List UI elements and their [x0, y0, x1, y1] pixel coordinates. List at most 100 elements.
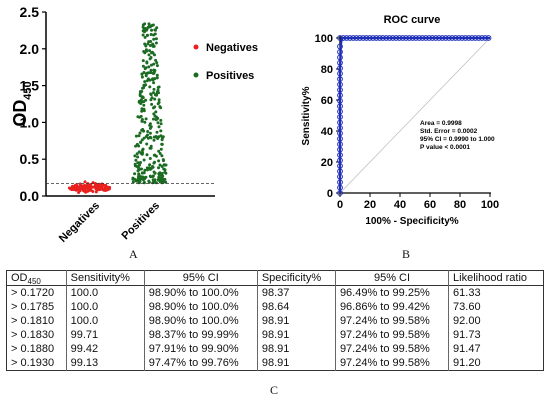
positives-point	[161, 135, 165, 139]
positives-point	[156, 137, 160, 140]
x-category-label: Negatives	[57, 200, 102, 245]
roc-point	[376, 35, 383, 41]
legend-marker	[193, 44, 199, 50]
table-cell: 100.0	[65, 300, 145, 314]
positives-point	[140, 167, 143, 171]
roc-point	[446, 35, 452, 41]
od-column-header: OD450	[11, 272, 41, 287]
table-cell: 97.24% to 99.58%	[334, 328, 449, 342]
roc-point	[366, 35, 373, 41]
negatives-point	[96, 186, 100, 190]
positives-point	[138, 94, 142, 98]
roc-point	[337, 92, 343, 99]
positives-point	[154, 58, 158, 62]
positives-point	[148, 57, 152, 61]
table-cell: 98.90% to 100.0%	[143, 285, 258, 300]
table-cell: 98.91	[256, 314, 336, 328]
sensitivity-column-header: Sensitivity%	[65, 270, 145, 286]
likelihood-ratio-column-header: Likelihood ratio	[448, 270, 544, 286]
roc-point	[403, 35, 409, 41]
table-cell: > 0.1930	[11, 357, 55, 369]
roc-point	[337, 157, 343, 164]
positives-point	[152, 68, 156, 72]
roc-point	[459, 35, 466, 41]
positives-point	[154, 135, 158, 138]
roc-point	[337, 168, 343, 175]
positives-point	[152, 37, 156, 41]
roc-point	[337, 54, 343, 61]
reference-diagonal	[339, 37, 491, 194]
positives-point	[152, 81, 156, 85]
roc-point	[413, 35, 419, 41]
roc-point	[337, 146, 343, 153]
positives-point	[148, 167, 152, 171]
x-category-label: Positives	[119, 200, 162, 243]
positives-point	[148, 157, 152, 160]
roc-point	[452, 35, 459, 41]
table-row: > 0.1810 100.0 98.90% to 100.0% 98.91 97.24%…	[7, 314, 544, 328]
positives-point	[131, 180, 135, 184]
positives-point	[159, 118, 163, 122]
positives-point	[153, 160, 156, 164]
y-tick-label: 60	[321, 95, 333, 107]
positives-point	[142, 129, 146, 133]
positives-point	[160, 154, 164, 158]
panel-label-a: A	[129, 247, 138, 261]
positives-point	[157, 175, 161, 179]
positives-point	[152, 117, 155, 121]
positives-point	[151, 165, 154, 168]
negatives-point	[88, 188, 92, 192]
table-cell: 99.71	[65, 328, 145, 342]
positives-point	[160, 172, 164, 175]
roc-point	[337, 119, 343, 126]
y-tick-label: 2.0	[20, 41, 40, 57]
roc-point	[337, 35, 343, 41]
roc-point	[469, 35, 475, 41]
table-cell: 97.24% to 99.58%	[334, 314, 449, 328]
positives-point	[143, 28, 147, 32]
positives-point	[134, 134, 138, 138]
positives-point	[142, 83, 146, 87]
legend-label: Negatives	[206, 42, 258, 54]
positives-point	[159, 122, 163, 126]
y-tick-label: 100	[315, 33, 333, 45]
negatives-point	[82, 185, 86, 189]
positives-point	[140, 75, 144, 79]
table-row: > 0.1785 100.0 98.90% to 100.0% 98.64 96.86%…	[7, 300, 544, 314]
positives-point	[158, 152, 162, 155]
positives-point	[137, 174, 141, 178]
y-axis-label: Sensitivity%	[301, 86, 312, 145]
positives-point	[141, 86, 144, 90]
table-cell: 98.90% to 100.0%	[143, 300, 258, 314]
positives-point	[142, 158, 146, 162]
positives-point	[143, 35, 147, 39]
positives-point	[160, 142, 164, 146]
roc-point	[337, 163, 343, 169]
positives-point	[140, 119, 144, 123]
positives-point	[148, 85, 152, 89]
positives-point	[150, 102, 154, 106]
positives-point	[154, 110, 158, 114]
positives-point	[157, 85, 161, 89]
table-row: > 0.1720 100.0 98.90% to 100.0% 98.37 96.49%…	[7, 285, 544, 300]
positives-point	[152, 179, 156, 183]
table-cell: 100.0	[65, 314, 145, 328]
positives-point	[155, 61, 159, 65]
roc-point	[482, 35, 489, 41]
positives-point	[145, 166, 149, 170]
table-cell: 92.00	[448, 314, 544, 328]
roc-point	[337, 141, 343, 148]
positives-point	[149, 93, 153, 97]
roc-point	[393, 35, 400, 41]
negatives-point	[67, 186, 71, 190]
positives-point	[134, 144, 138, 148]
positives-point	[153, 32, 157, 36]
positives-point	[148, 135, 152, 139]
negatives-point	[103, 185, 107, 189]
positives-point	[151, 174, 155, 178]
positives-point	[146, 130, 150, 133]
roc-point	[337, 81, 343, 88]
table-cell: 91.73	[448, 328, 544, 342]
positives-point	[151, 78, 155, 82]
stats-annotation: P value < 0.0001	[420, 144, 470, 151]
